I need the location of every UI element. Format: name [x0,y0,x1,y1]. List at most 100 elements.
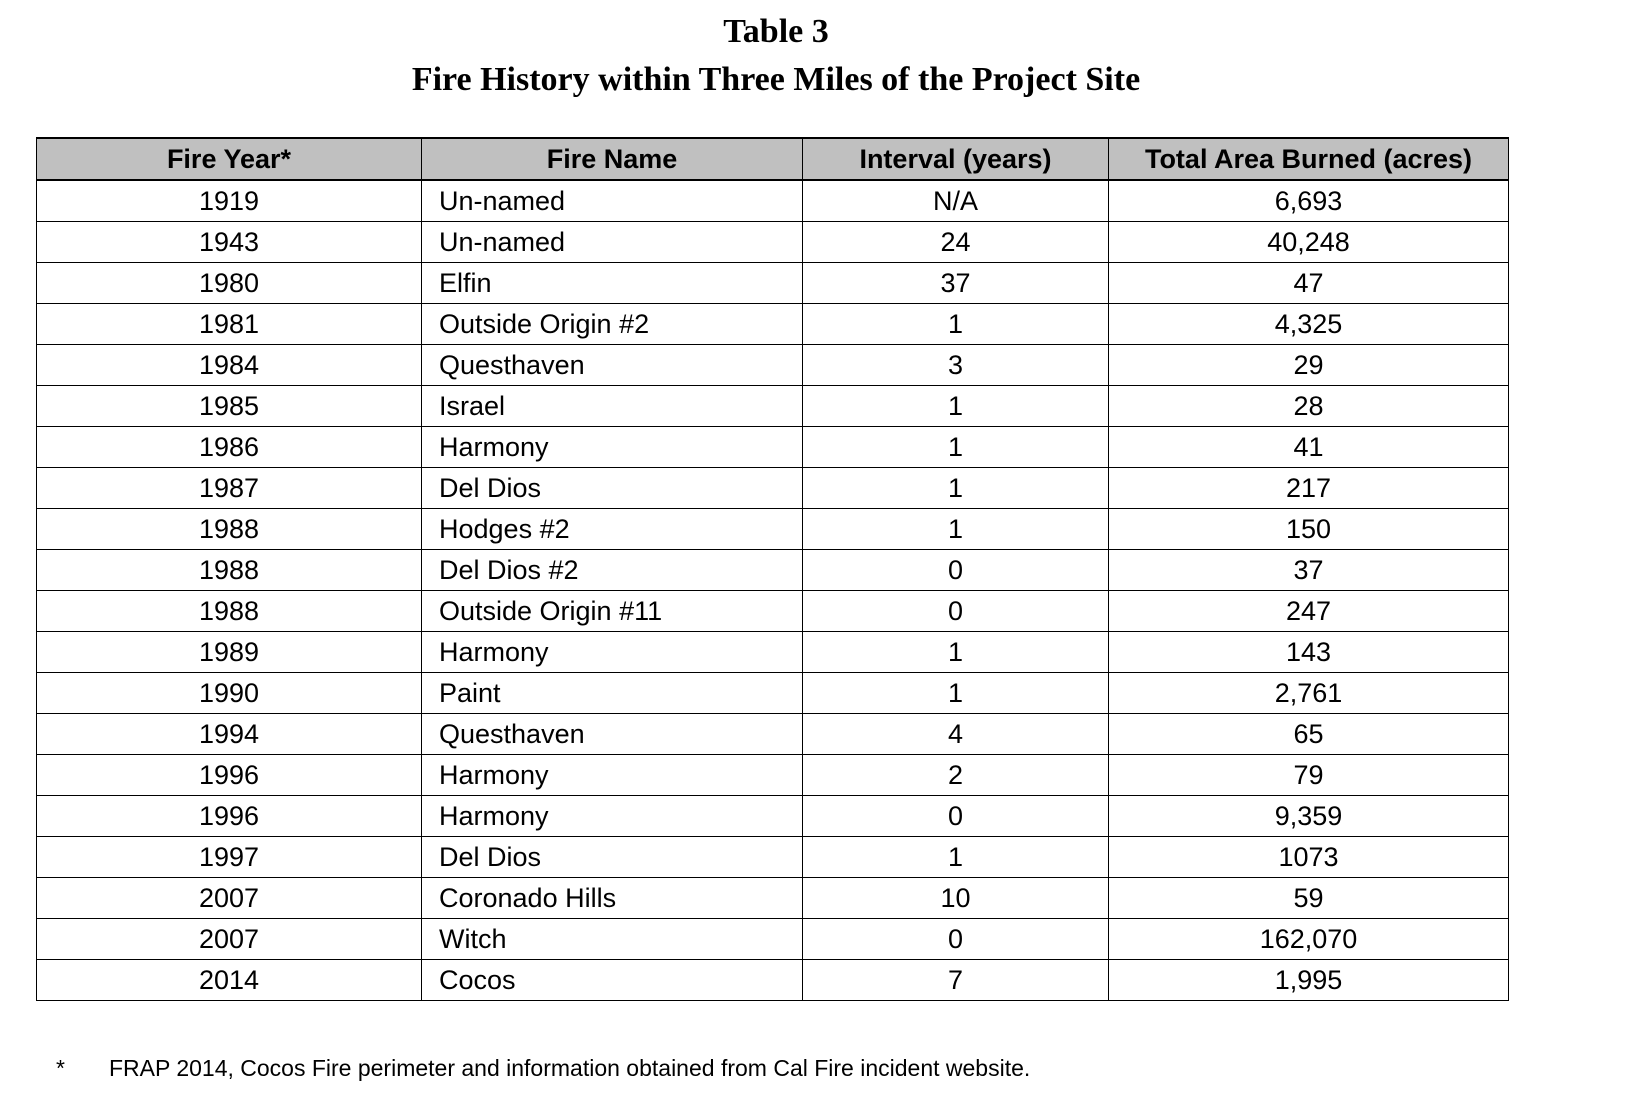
table-header: Fire Year* Fire Name Interval (years) To… [36,137,1509,181]
cell-interval: 3 [802,344,1109,386]
footnote-text: FRAP 2014, Cocos Fire perimeter and info… [109,1055,1031,1081]
cell-fire-year: 1989 [36,631,422,673]
cell-fire-year: 1996 [36,754,422,796]
header-total-area: Total Area Burned (acres) [1108,137,1509,181]
cell-total-area: 9,359 [1108,795,1509,837]
cell-total-area: 150 [1108,508,1509,550]
cell-fire-name: Questhaven [421,344,803,386]
cell-total-area: 217 [1108,467,1509,509]
cell-fire-name: Harmony [421,426,803,468]
cell-total-area: 40,248 [1108,221,1509,263]
cell-fire-name: Harmony [421,631,803,673]
cell-fire-name: Un-named [421,221,803,263]
table-row: 1989 Harmony 1 143 [36,631,1509,673]
table-row: 1996 Harmony 0 9,359 [36,795,1509,837]
table-row: 1981 Outside Origin #2 1 4,325 [36,303,1509,345]
table-row: 1985 Israel 1 28 [36,385,1509,427]
table-row: 1943 Un-named 24 40,248 [36,221,1509,263]
footnote-mark: * [56,1055,65,1081]
cell-fire-name: Outside Origin #2 [421,303,803,345]
cell-fire-name: Israel [421,385,803,427]
cell-fire-year: 1980 [36,262,422,304]
cell-fire-year: 1990 [36,672,422,714]
cell-fire-year: 2007 [36,877,422,919]
cell-interval: 0 [802,590,1109,632]
cell-fire-year: 1985 [36,385,422,427]
cell-fire-name: Coronado Hills [421,877,803,919]
cell-total-area: 59 [1108,877,1509,919]
header-row: Fire Year* Fire Name Interval (years) To… [36,137,1509,181]
cell-total-area: 41 [1108,426,1509,468]
cell-fire-year: 1994 [36,713,422,755]
cell-fire-year: 1997 [36,836,422,878]
cell-total-area: 1073 [1108,836,1509,878]
cell-interval: 0 [802,795,1109,837]
table-row: 1994 Questhaven 4 65 [36,713,1509,755]
cell-interval: 10 [802,877,1109,919]
cell-interval: 1 [802,467,1109,509]
cell-fire-name: Un-named [421,179,803,222]
cell-fire-year: 2007 [36,918,422,960]
table-row: 2014 Cocos 7 1,995 [36,959,1509,1001]
cell-interval: 1 [802,385,1109,427]
cell-fire-year: 1987 [36,467,422,509]
table-row: 1990 Paint 1 2,761 [36,672,1509,714]
cell-interval: 1 [802,631,1109,673]
table-row: 1986 Harmony 1 41 [36,426,1509,468]
table-row: 1988 Outside Origin #11 0 247 [36,590,1509,632]
cell-interval: 1 [802,672,1109,714]
cell-interval: 0 [802,918,1109,960]
table-caption: Fire History within Three Miles of the P… [411,61,1141,98]
cell-total-area: 28 [1108,385,1509,427]
table-body: 1919 Un-named N/A 6,693 1943 Un-named 24 40,248… [36,179,1509,1001]
table-row: 1987 Del Dios 1 217 [36,467,1509,509]
table-row: 1996 Harmony 2 79 [36,754,1509,796]
cell-fire-year: 2014 [36,959,422,1001]
cell-interval: 0 [802,549,1109,591]
cell-fire-year: 1943 [36,221,422,263]
cell-total-area: 143 [1108,631,1509,673]
cell-total-area: 47 [1108,262,1509,304]
cell-fire-name: Outside Origin #11 [421,590,803,632]
cell-interval: 1 [802,836,1109,878]
cell-fire-year: 1988 [36,549,422,591]
table-row: 1984 Questhaven 3 29 [36,344,1509,386]
cell-total-area: 6,693 [1108,179,1509,222]
cell-interval: 1 [802,426,1109,468]
cell-interval: 7 [802,959,1109,1001]
cell-fire-year: 1996 [36,795,422,837]
cell-interval: N/A [802,179,1109,222]
cell-fire-name: Cocos [421,959,803,1001]
cell-fire-year: 1919 [36,179,422,222]
cell-total-area: 79 [1108,754,1509,796]
cell-fire-year: 1981 [36,303,422,345]
cell-interval: 24 [802,221,1109,263]
table-row: 1988 Del Dios #2 0 37 [36,549,1509,591]
cell-fire-name: Questhaven [421,713,803,755]
cell-fire-year: 1988 [36,590,422,632]
footnote: * FRAP 2014, Cocos Fire perimeter and in… [0,1052,1552,1084]
cell-fire-name: Harmony [421,754,803,796]
cell-interval: 2 [802,754,1109,796]
cell-interval: 4 [802,713,1109,755]
cell-total-area: 247 [1108,590,1509,632]
cell-fire-name: Hodges #2 [421,508,803,550]
cell-interval: 37 [802,262,1109,304]
table-row: 1919 Un-named N/A 6,693 [36,179,1509,222]
cell-fire-name: Witch [421,918,803,960]
cell-fire-year: 1986 [36,426,422,468]
cell-interval: 1 [802,303,1109,345]
table-row: 2007 Coronado Hills 10 59 [36,877,1509,919]
fire-history-table: Fire Year* Fire Name Interval (years) To… [36,137,1509,1001]
cell-fire-name: Del Dios [421,836,803,878]
cell-total-area: 4,325 [1108,303,1509,345]
header-fire-year: Fire Year* [36,137,422,181]
cell-fire-name: Paint [421,672,803,714]
header-interval: Interval (years) [802,137,1109,181]
cell-fire-year: 1988 [36,508,422,550]
cell-fire-name: Elfin [421,262,803,304]
cell-total-area: 29 [1108,344,1509,386]
cell-fire-name: Del Dios #2 [421,549,803,591]
cell-total-area: 1,995 [1108,959,1509,1001]
cell-fire-year: 1984 [36,344,422,386]
